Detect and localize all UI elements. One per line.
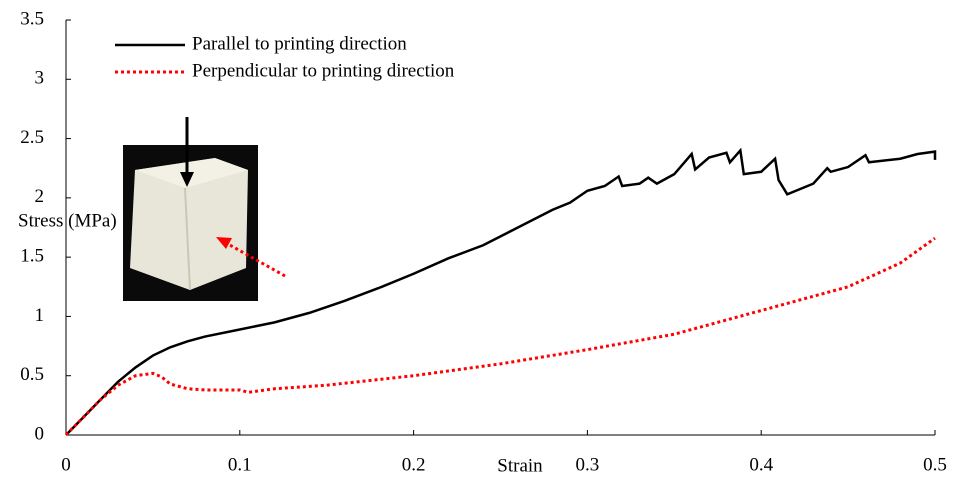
x-tick-label: 0.4 [749, 454, 773, 475]
x-tick-label: 0.1 [228, 454, 252, 475]
y-tick-label: 1.5 [20, 246, 44, 267]
legend-label: Perpendicular to printing direction [192, 60, 455, 81]
y-tick-label: 3 [35, 68, 45, 89]
specimen-photo [123, 145, 258, 301]
chart: Stress (MPa) Strain 0 0.5 1 1.5 2 2.5 3 3.5 0 0.1… [0, 0, 954, 485]
x-tick-label: 0.5 [923, 454, 947, 475]
y-tick-label: 2.5 [20, 127, 44, 148]
y-tick-label: 0 [35, 423, 45, 444]
y-tick-label: 2 [35, 186, 45, 207]
x-axis-label: Strain [497, 455, 543, 476]
y-tick-label: 0.5 [20, 364, 44, 385]
y-tick-label: 3.5 [20, 8, 44, 29]
legend-label: Parallel to printing direction [192, 33, 407, 54]
y-tick-label: 1 [35, 305, 45, 326]
x-tick-label: 0 [61, 454, 71, 475]
y-axis-label: Stress (MPa) [18, 210, 117, 231]
x-tick-label: 0.3 [576, 454, 600, 475]
x-tick-label: 0.2 [402, 454, 426, 475]
